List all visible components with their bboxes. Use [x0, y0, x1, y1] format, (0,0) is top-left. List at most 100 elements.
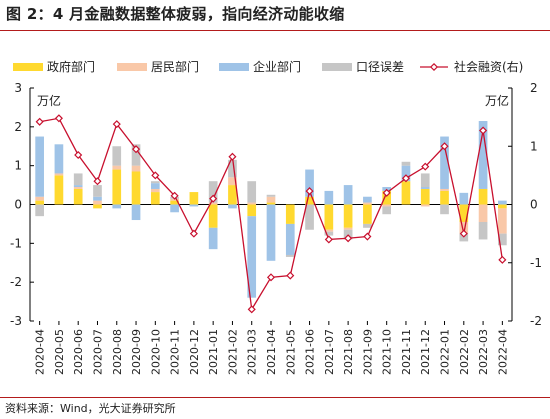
legend-label: 口径误差: [356, 60, 404, 74]
bar-segment: [73, 187, 83, 189]
bar-segment: [401, 161, 411, 166]
line-marker: [479, 126, 488, 135]
bar-segment: [93, 196, 102, 201]
bar-segment: [363, 196, 372, 203]
left-tick-label: 3: [14, 81, 22, 95]
line-marker: [189, 229, 198, 238]
left-tick-label: -2: [10, 275, 22, 289]
x-tick-label: 2022-02: [458, 329, 471, 375]
source-note: 资料来源：Wind，光大证券研究所: [5, 402, 176, 415]
right-tick-label: 1: [530, 139, 538, 153]
line-marker: [305, 187, 314, 196]
line-marker: [247, 305, 256, 314]
bar-segment: [440, 136, 449, 189]
x-tick-label: 2021-06: [304, 329, 317, 375]
bar-segment: [305, 196, 314, 205]
bar-segment: [401, 165, 411, 182]
bar-segment: [189, 204, 199, 207]
x-tick-label: 2021-11: [400, 329, 413, 375]
bar-segment: [420, 204, 430, 207]
x-tick-label: 2022-04: [496, 329, 509, 375]
x-tick-label: 2022-01: [439, 329, 452, 375]
bar-segment: [112, 169, 122, 205]
x-tick-label: 2021-08: [342, 329, 355, 375]
x-tick-label: 2020-11: [169, 329, 182, 375]
x-tick-label: 2021-09: [361, 329, 374, 375]
bar-segment: [498, 233, 507, 246]
bar-segment: [247, 202, 257, 205]
x-tick-label: 2020-07: [91, 329, 104, 375]
legend-swatch: [117, 63, 147, 71]
bar-segment: [266, 204, 276, 261]
bar-segment: [478, 188, 488, 205]
bar-segment: [112, 204, 122, 209]
bar-segment: [285, 223, 295, 255]
line-marker: [151, 171, 160, 180]
right-tick-label: -1: [530, 256, 542, 270]
bar-segment: [420, 187, 430, 189]
bar-segment: [247, 216, 257, 298]
bar-segment: [228, 204, 237, 209]
bar-segment: [478, 204, 488, 222]
chart-title: 图 2：4 月金融数据整体疲弱，指向经济动能收缩: [6, 5, 345, 23]
legend-swatch: [219, 63, 249, 71]
line-marker: [440, 142, 449, 151]
x-tick-label: 2021-02: [226, 329, 239, 375]
bar-segment: [35, 136, 44, 197]
bar-segment: [35, 196, 44, 201]
bar-segment: [382, 204, 392, 207]
x-tick-label: 2021-05: [284, 329, 297, 375]
x-tick-label: 2021-07: [323, 329, 336, 375]
x-tick-label: 2021-04: [265, 329, 278, 375]
bar-segment: [208, 204, 218, 228]
x-tick-label: 2022-03: [477, 329, 490, 375]
x-tick-label: 2020-06: [72, 329, 85, 375]
bar-segment: [54, 173, 64, 176]
bar-segment: [343, 204, 353, 228]
bar-segment: [54, 144, 64, 174]
right-tick-label: -2: [530, 314, 542, 328]
bar-segment: [305, 204, 314, 230]
line-marker: [344, 234, 353, 243]
line-marker: [421, 162, 430, 171]
bar-segment: [382, 206, 392, 215]
bar-segment: [498, 208, 507, 234]
x-tick-label: 2020-05: [53, 329, 66, 375]
left-axis-unit: 万亿: [37, 93, 61, 108]
bar-segment: [440, 190, 449, 205]
bar-segment: [228, 159, 237, 178]
bar-segment: [112, 165, 122, 170]
bar-segment: [131, 165, 141, 172]
right-axis-unit: 万亿: [485, 93, 509, 108]
x-tick-label: 2020-08: [111, 329, 124, 375]
left-tick-label: 0: [14, 198, 22, 212]
line-marker: [498, 255, 507, 264]
legend-label: 社会融资(右): [454, 59, 523, 74]
x-tick-label: 2020-09: [130, 329, 143, 375]
bar-segment: [305, 169, 314, 197]
bar-segment: [112, 146, 122, 166]
bar-segment: [285, 254, 295, 257]
bar-segment: [228, 185, 237, 205]
bar-segment: [247, 181, 257, 203]
line-marker: [209, 194, 218, 203]
right-tick-label: 0: [530, 198, 538, 212]
bar-segment: [93, 204, 102, 209]
line-marker: [54, 114, 63, 123]
bar-segment: [208, 181, 218, 203]
bar-segment: [150, 188, 160, 193]
legend: 政府部门 居民部门 企业部门 口径误差 社会融资(右): [13, 59, 523, 74]
bar-segment: [73, 185, 83, 188]
legend-swatch: [322, 63, 352, 71]
bar-segment: [73, 173, 83, 186]
bar-segment: [35, 204, 44, 217]
x-tick-label: 2021-10: [381, 329, 394, 375]
bar-segment: [382, 190, 392, 205]
bar-segment: [343, 185, 353, 205]
line-marker: [459, 229, 468, 238]
line-marker: [35, 117, 44, 126]
bar-segment: [170, 204, 179, 213]
bar-segment: [35, 200, 44, 205]
bottom-rule: [0, 397, 550, 398]
right-tick-label: 2: [530, 81, 538, 95]
